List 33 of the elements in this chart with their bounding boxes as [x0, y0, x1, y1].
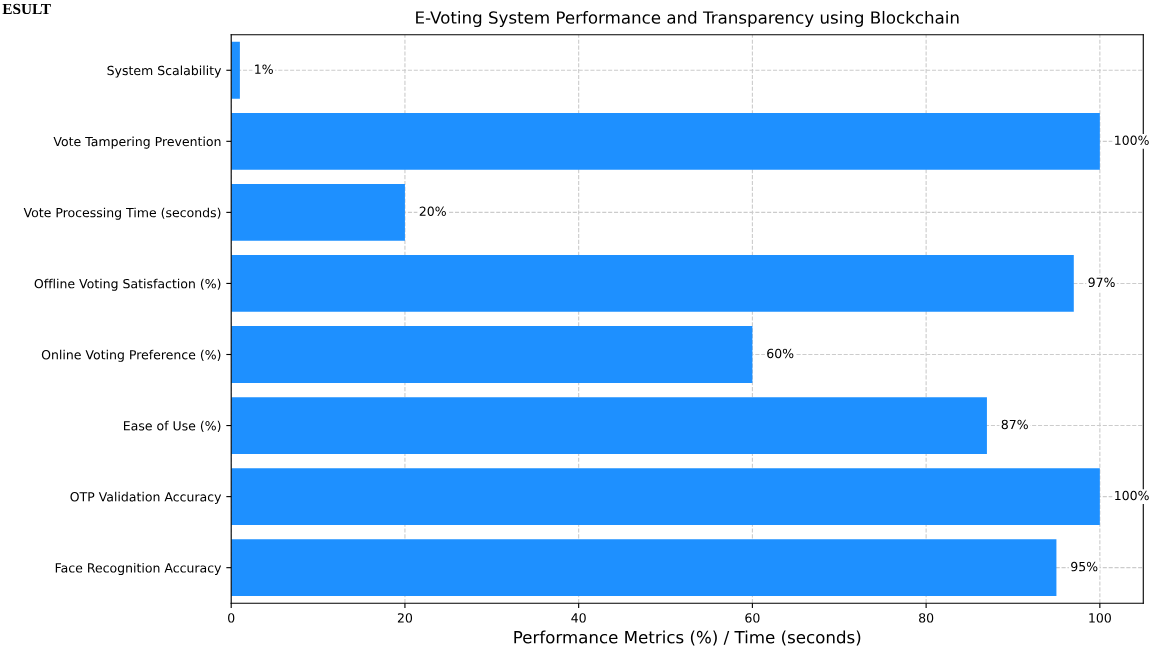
bar: [231, 468, 1100, 526]
data-label: 87%: [1001, 419, 1028, 430]
y-tick-label: System Scalability: [107, 65, 222, 78]
bar: [231, 183, 405, 241]
x-tick-label: 20: [397, 613, 413, 623]
x-tick-label: 100: [1089, 613, 1111, 623]
bar: [231, 112, 1100, 170]
y-tick-label: Ease of Use (%): [123, 420, 221, 432]
bar: [231, 539, 1057, 597]
y-tick-label: Offline Voting Satisfaction (%): [34, 278, 221, 291]
bar: [231, 255, 1074, 312]
y-tick-label: Online Voting Preference (%): [41, 349, 221, 362]
y-tick-label: Vote Tampering Prevention: [53, 136, 221, 149]
data-label: 1%: [255, 64, 273, 74]
y-tick-label: OTP Validation Accuracy: [70, 491, 222, 504]
bar: [231, 397, 987, 454]
x-tick-label: 40: [571, 613, 586, 623]
text: ESULT: [2, 3, 51, 15]
y-tick-label: Vote Processing Time (seconds): [23, 207, 221, 220]
bar: [231, 41, 240, 99]
data-label: 95%: [1071, 561, 1098, 572]
data-label: 100%: [1115, 490, 1149, 501]
data-label: 60%: [767, 348, 794, 359]
data-label: 20%: [419, 206, 446, 217]
data-label: 100%: [1115, 135, 1149, 145]
data-label: 97%: [1088, 277, 1115, 288]
x-axis-title: Performance Metrics (%) / Time (seconds): [514, 630, 861, 646]
y-tick-label: Face Recognition Accuracy: [55, 562, 222, 576]
x-tick-label: 80: [919, 613, 934, 623]
bar: [231, 326, 753, 383]
chart-title: E-Voting System Performance and Transparency using Blockchain: [416, 10, 959, 28]
x-tick-label: 60: [745, 613, 760, 623]
x-tick-label: 0: [228, 613, 235, 623]
